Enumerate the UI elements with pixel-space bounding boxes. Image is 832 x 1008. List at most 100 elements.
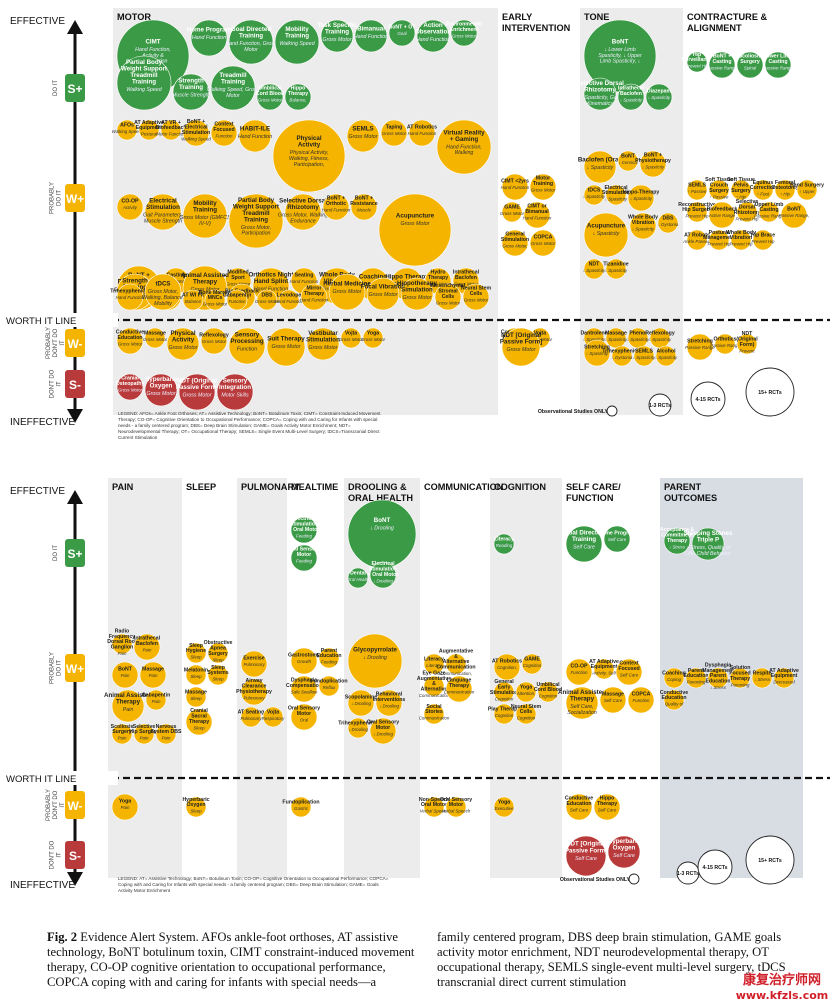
intervention-name: Casting — [712, 59, 731, 65]
intervention-circle — [736, 51, 764, 79]
intervention-outcome: Participation, — [294, 162, 324, 168]
intervention-name: Conductive — [116, 330, 144, 336]
size-legend-label: 1-3 RCTs — [649, 403, 671, 409]
intervention-outcome: Passive Range — [763, 66, 793, 71]
category-header: PAIN — [112, 482, 134, 492]
intervention-circle — [144, 327, 166, 349]
intervention-name: Reflexology — [645, 331, 675, 337]
band-badge-label: S+ — [67, 82, 82, 96]
intervention-circle — [306, 327, 340, 361]
intervention-circle — [144, 273, 182, 311]
intervention-bubble: Hand Surgery↑ Upper — [790, 179, 824, 201]
intervention-circle — [210, 119, 238, 147]
intervention-name: Weight Support — [233, 203, 279, 210]
intervention-circle — [182, 289, 204, 311]
intervention-name: AT Adaptive — [769, 668, 799, 674]
intervention-outcome: Function — [571, 670, 588, 675]
intervention-outcome: Gross Motor — [118, 388, 143, 393]
intervention-outcome: ↓ Spasticity — [587, 165, 614, 171]
intervention-name: Therapy — [304, 291, 324, 297]
intervention-circle — [290, 544, 318, 572]
intervention-name: Trihexyphenidyl — [602, 349, 642, 355]
intervention-outcome: Gross Motor — [118, 342, 143, 347]
intervention-name: Training — [325, 29, 349, 36]
intervention-name: Whole Body — [726, 230, 756, 236]
intervention-circle — [216, 373, 254, 411]
band-badge-S+ — [65, 74, 85, 102]
intervention-outcome: ↓ Spasticity — [648, 95, 671, 100]
intervention-outcome: ↓ Spasticity — [583, 194, 606, 199]
intervention-circle — [611, 345, 633, 367]
band-badge-label: S+ — [67, 547, 82, 561]
intervention-circle — [627, 184, 655, 212]
band-label: DON'T DO — [53, 328, 59, 357]
intervention-circle — [182, 193, 228, 239]
intervention-name: System DBS — [151, 729, 182, 735]
intervention-name: Equipment — [771, 673, 798, 679]
intervention-circle — [593, 658, 615, 680]
intervention-name: Sleep — [211, 665, 225, 671]
intervention-outcome: Sleep — [190, 696, 202, 701]
intervention-circle — [185, 686, 207, 708]
intervention-circle — [583, 184, 605, 206]
intervention-name: Baclofen (Oral) — [578, 156, 622, 163]
intervention-outcome: Cognition — [495, 696, 514, 701]
intervention-circle — [657, 212, 679, 234]
intervention-name: Sensory — [235, 331, 260, 338]
band-label: PROBABLY — [50, 182, 56, 214]
category-header: COMMUNICATION — [424, 482, 504, 492]
intervention-bubble: tDCS↓ Spasticity — [583, 184, 606, 206]
intervention-outcome: Gross Motor — [183, 392, 212, 398]
intervention-outcome: Endurance — [290, 218, 316, 224]
intervention-name: Processing — [230, 338, 264, 345]
intervention-name: Acupuncture — [396, 212, 435, 219]
intervention-outcome: Hand Function — [300, 298, 329, 303]
intervention-circle — [605, 184, 627, 206]
intervention-outcome: Gross Motor — [226, 282, 251, 287]
intervention-name: Stimulation — [182, 130, 210, 136]
intervention-circle — [172, 73, 210, 111]
intervention-outcome: ↓ Spasticity — [620, 98, 643, 103]
intervention-name: Suit Therapy — [267, 335, 305, 342]
intervention-name: Airway — [245, 678, 262, 684]
intervention-circle — [515, 681, 537, 703]
band-label: DO IT — [57, 660, 63, 676]
intervention-outcome: Oral — [300, 718, 309, 723]
intervention-name: NDT [Original — [501, 332, 541, 339]
intervention-name: NDT — [742, 331, 753, 337]
intervention-circle — [423, 653, 445, 675]
intervention-name: Sport — [231, 275, 245, 281]
intervention-name: Physiotherapy — [236, 689, 272, 695]
intervention-name: AFOs — [120, 123, 134, 129]
intervention-bubble: Diazepam↓ Spasticity — [645, 83, 673, 111]
intervention-circle — [266, 327, 306, 367]
intervention-outcome: Self Care — [608, 537, 627, 542]
intervention-outcome: ↓ Spasticity — [630, 196, 653, 201]
intervention-outcome: ↓ Stress — [710, 685, 727, 690]
size-legend-label: 4-15 RCTs — [703, 865, 728, 871]
intervention-bubble: SEMLS↑ Passive — [686, 179, 708, 201]
intervention-name: Dysphagia — [291, 678, 317, 684]
intervention-bubble: BoNT ↓ Drooling — [347, 499, 417, 569]
intervention-outcome: Muscle — [357, 208, 372, 213]
intervention-circle — [663, 689, 685, 711]
intervention-name: Electrical — [371, 561, 395, 567]
intervention-name: Alternative — [421, 687, 448, 693]
intervention-name: Eye Gaze — [422, 670, 445, 676]
